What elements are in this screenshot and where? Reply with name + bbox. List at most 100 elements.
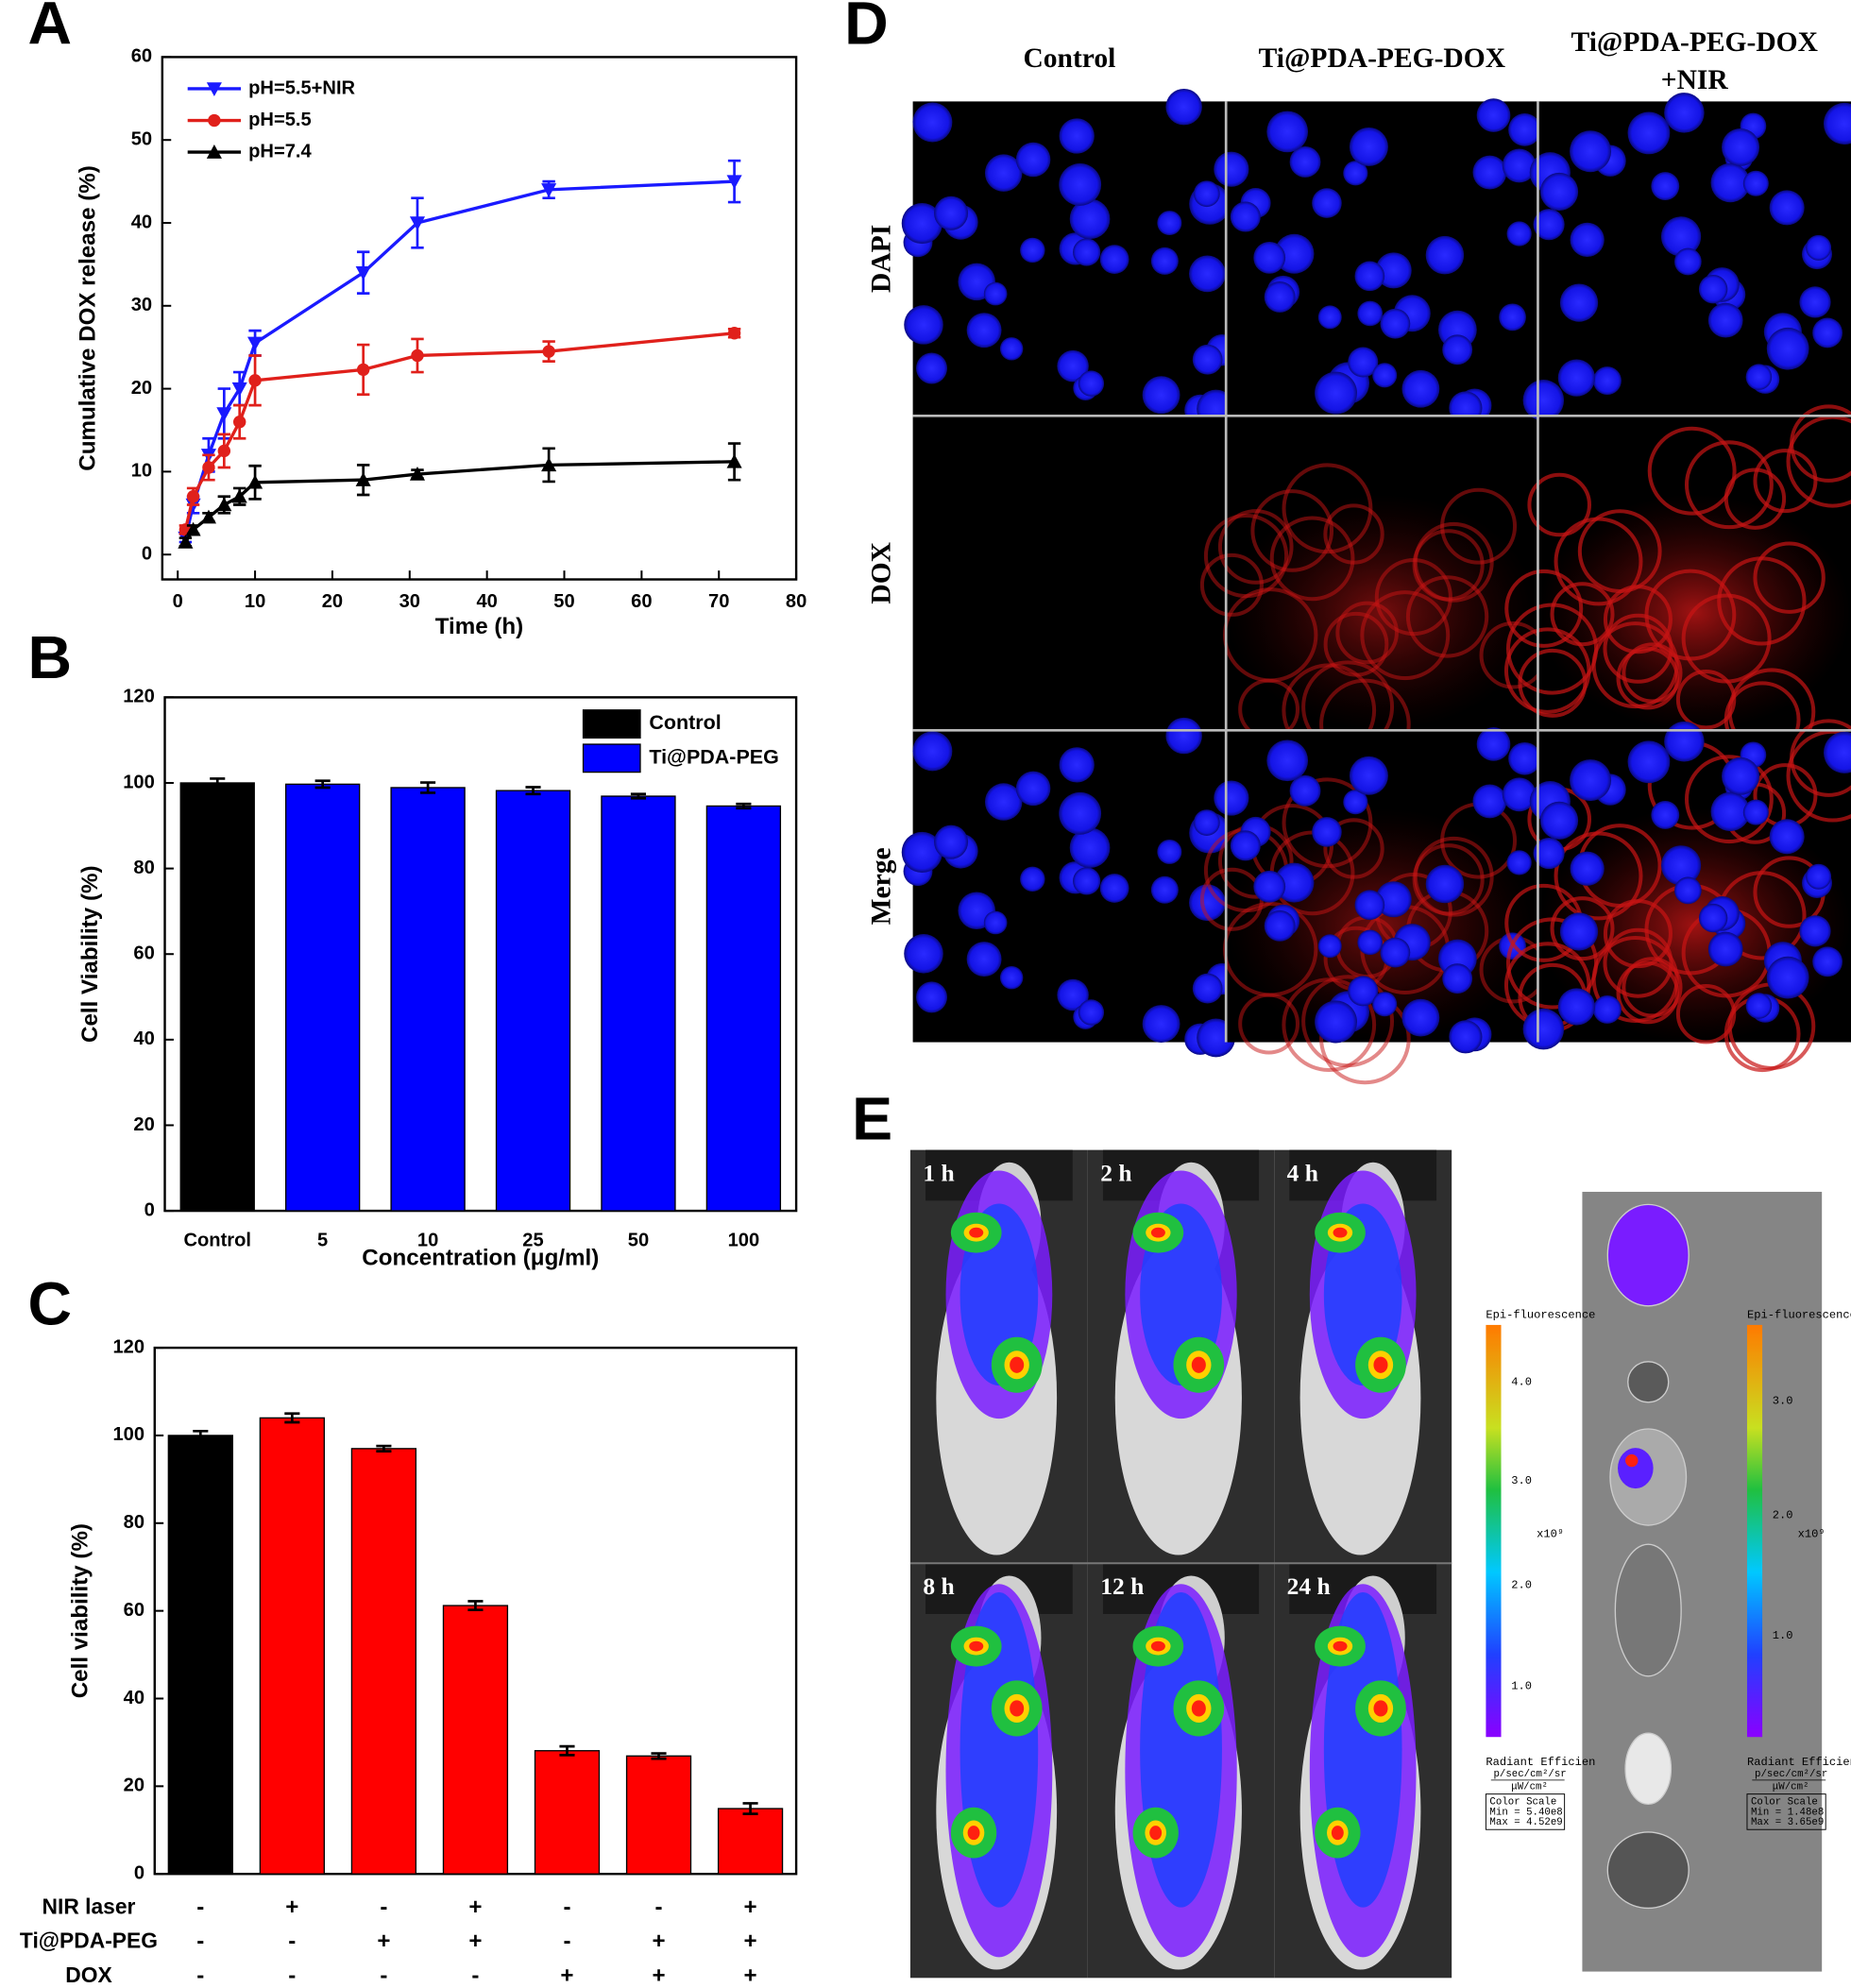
error-bar [525,786,541,796]
nucleus [1592,366,1622,395]
condition-mark: + [468,1929,482,1954]
scale-box-line: Min = 1.48e8 [1751,1807,1824,1818]
condition-mark: - [380,1963,387,1988]
nucleus [983,281,1008,306]
y-tick-label: 10 [131,461,152,482]
scale-tick-label: 4.0 [1511,1376,1532,1389]
nucleus [1710,791,1750,832]
nucleus [1315,371,1358,415]
nucleus [1078,370,1105,397]
cell-membrane [1282,977,1377,1073]
signal-max [1191,1700,1206,1717]
panel-letter: D [844,0,889,58]
panel-letter: A [28,0,73,58]
nucleus [1472,784,1507,819]
legend-label: Ti@PDA-PEG [649,745,778,768]
y-tick-label: 40 [133,1028,154,1049]
nucleus [1823,102,1851,144]
y-tick-label: 40 [124,1688,144,1708]
legend-label: pH=5.5+NIR [248,77,355,98]
scale-box-line: Max = 3.65e9 [1751,1817,1824,1828]
nucleus [1253,870,1286,903]
scale-box [1485,1793,1566,1830]
nucleus [1264,280,1296,313]
nucleus [1312,817,1342,847]
nucleus [1343,790,1368,815]
nucleus [1354,261,1385,292]
nucleus [1059,747,1095,783]
condition-mark: - [288,1929,296,1954]
condition-mark: - [563,1895,570,1920]
nucleus [1150,875,1179,904]
nucleus [1253,241,1286,274]
nucleus [999,337,1024,361]
nucleus [1312,188,1342,218]
time-label: 2 h [1100,1159,1131,1186]
nucleus [1401,998,1440,1037]
nucleus [1264,909,1296,942]
condition-name: NIR laser [42,1894,136,1918]
nucleus [1157,839,1182,864]
row-label: Merge [867,847,897,925]
error-bar [376,1444,392,1453]
x-axis-label: Time (h) [435,614,523,639]
nucleus [1806,863,1832,890]
x-tick-label: 50 [628,1231,649,1251]
mouse-image [1087,1563,1275,1979]
y-tick-label: 120 [112,1336,144,1357]
nucleus [1570,222,1605,257]
nucleus [1442,963,1473,994]
y-tick-label: 60 [124,1600,144,1621]
legend-swatch [582,709,641,739]
cell-membrane [1753,449,1818,514]
nucleus [984,154,1023,192]
nucleus [1274,233,1315,274]
marker [542,345,555,358]
nucleus [1533,838,1565,870]
y-tick-label: 60 [133,943,154,964]
nucleus [1472,155,1507,190]
y-tick-label: 0 [142,543,152,564]
nucleus [1348,347,1379,378]
scale-exponent: x10⁹ [1537,1528,1564,1541]
nucleus [1766,956,1809,999]
legend-label: Control [649,711,721,734]
nucleus [1707,931,1743,967]
condition-mark: + [652,1929,665,1954]
nucleus [1651,172,1680,200]
legend-label: pH=5.5 [248,110,312,130]
nucleus [1674,247,1702,276]
organ [1624,1732,1673,1806]
nucleus [1722,127,1760,166]
micrograph [901,717,1238,1058]
nucleus [1664,721,1705,762]
nucleus [934,195,969,230]
x-tick-label: Control [183,1231,251,1251]
mouse-image [1274,1563,1452,1979]
cell-membrane [1786,415,1851,508]
y-tick-label: 20 [131,378,152,399]
nucleus [1289,774,1321,807]
series-line [183,460,735,543]
nucleus [1539,801,1579,840]
bar [350,1448,417,1875]
y-tick-label: 60 [131,46,152,67]
micrograph [1503,719,1851,1073]
nucleus [1189,884,1226,922]
series-line [183,331,735,531]
nucleus [1357,929,1383,956]
nucleus [1069,198,1111,240]
nucleus [1627,111,1671,155]
scale-tick-label: 2.0 [1773,1508,1793,1521]
bar [167,1435,233,1875]
nucleus [1020,866,1045,892]
error-bar [420,781,436,794]
nucleus [1142,1005,1180,1044]
marker [727,327,741,340]
time-label: 4 h [1287,1159,1318,1186]
nucleus [1073,238,1101,266]
nucleus [1165,717,1202,755]
y-tick-label: 30 [131,295,152,315]
condition-mark: + [560,1963,573,1988]
